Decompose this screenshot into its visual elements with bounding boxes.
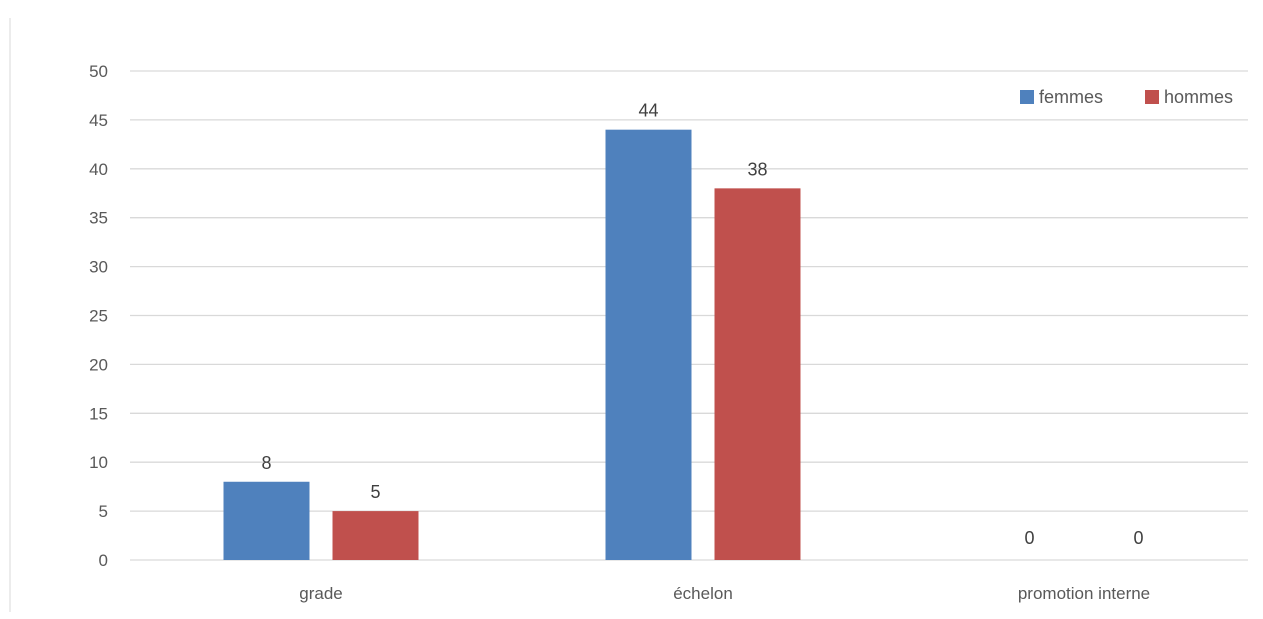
bar-hommes-1 [714, 188, 801, 561]
y-tick-label: 0 [99, 551, 108, 570]
bar-femmes-1 [605, 129, 692, 560]
legend-swatch-hommes [1145, 90, 1159, 104]
data-label: 5 [370, 482, 380, 502]
y-tick-label: 5 [99, 502, 108, 521]
legend: femmes hommes [1020, 87, 1233, 107]
y-tick-label: 50 [89, 62, 108, 81]
x-tick-label: promotion interne [1018, 584, 1150, 603]
y-tick-label: 25 [89, 307, 108, 326]
legend-label-hommes: hommes [1164, 87, 1233, 107]
data-labels: 8 5 44 38 0 0 [261, 101, 1143, 548]
bar-femmes-0 [223, 481, 310, 560]
x-tick-label: échelon [673, 584, 733, 603]
legend-label-femmes: femmes [1039, 87, 1103, 107]
x-tick-label: grade [299, 584, 342, 603]
data-label: 8 [261, 453, 271, 473]
data-label: 44 [638, 101, 658, 121]
data-label: 38 [747, 159, 767, 179]
data-label: 0 [1133, 528, 1143, 548]
data-label: 0 [1024, 528, 1034, 548]
bar-hommes-0 [332, 511, 419, 560]
y-tick-label: 45 [89, 111, 108, 130]
bars [223, 129, 801, 561]
y-tick-label: 20 [89, 355, 108, 374]
y-tick-label: 30 [89, 258, 108, 277]
y-tick-label: 40 [89, 160, 108, 179]
y-axis-ticks: 0 5 10 15 20 25 30 35 40 45 50 [89, 62, 108, 570]
y-tick-label: 15 [89, 404, 108, 423]
y-tick-label: 35 [89, 209, 108, 228]
legend-swatch-femmes [1020, 90, 1034, 104]
y-tick-label: 10 [89, 453, 108, 472]
x-axis-ticks: grade échelon promotion interne [299, 584, 1150, 603]
